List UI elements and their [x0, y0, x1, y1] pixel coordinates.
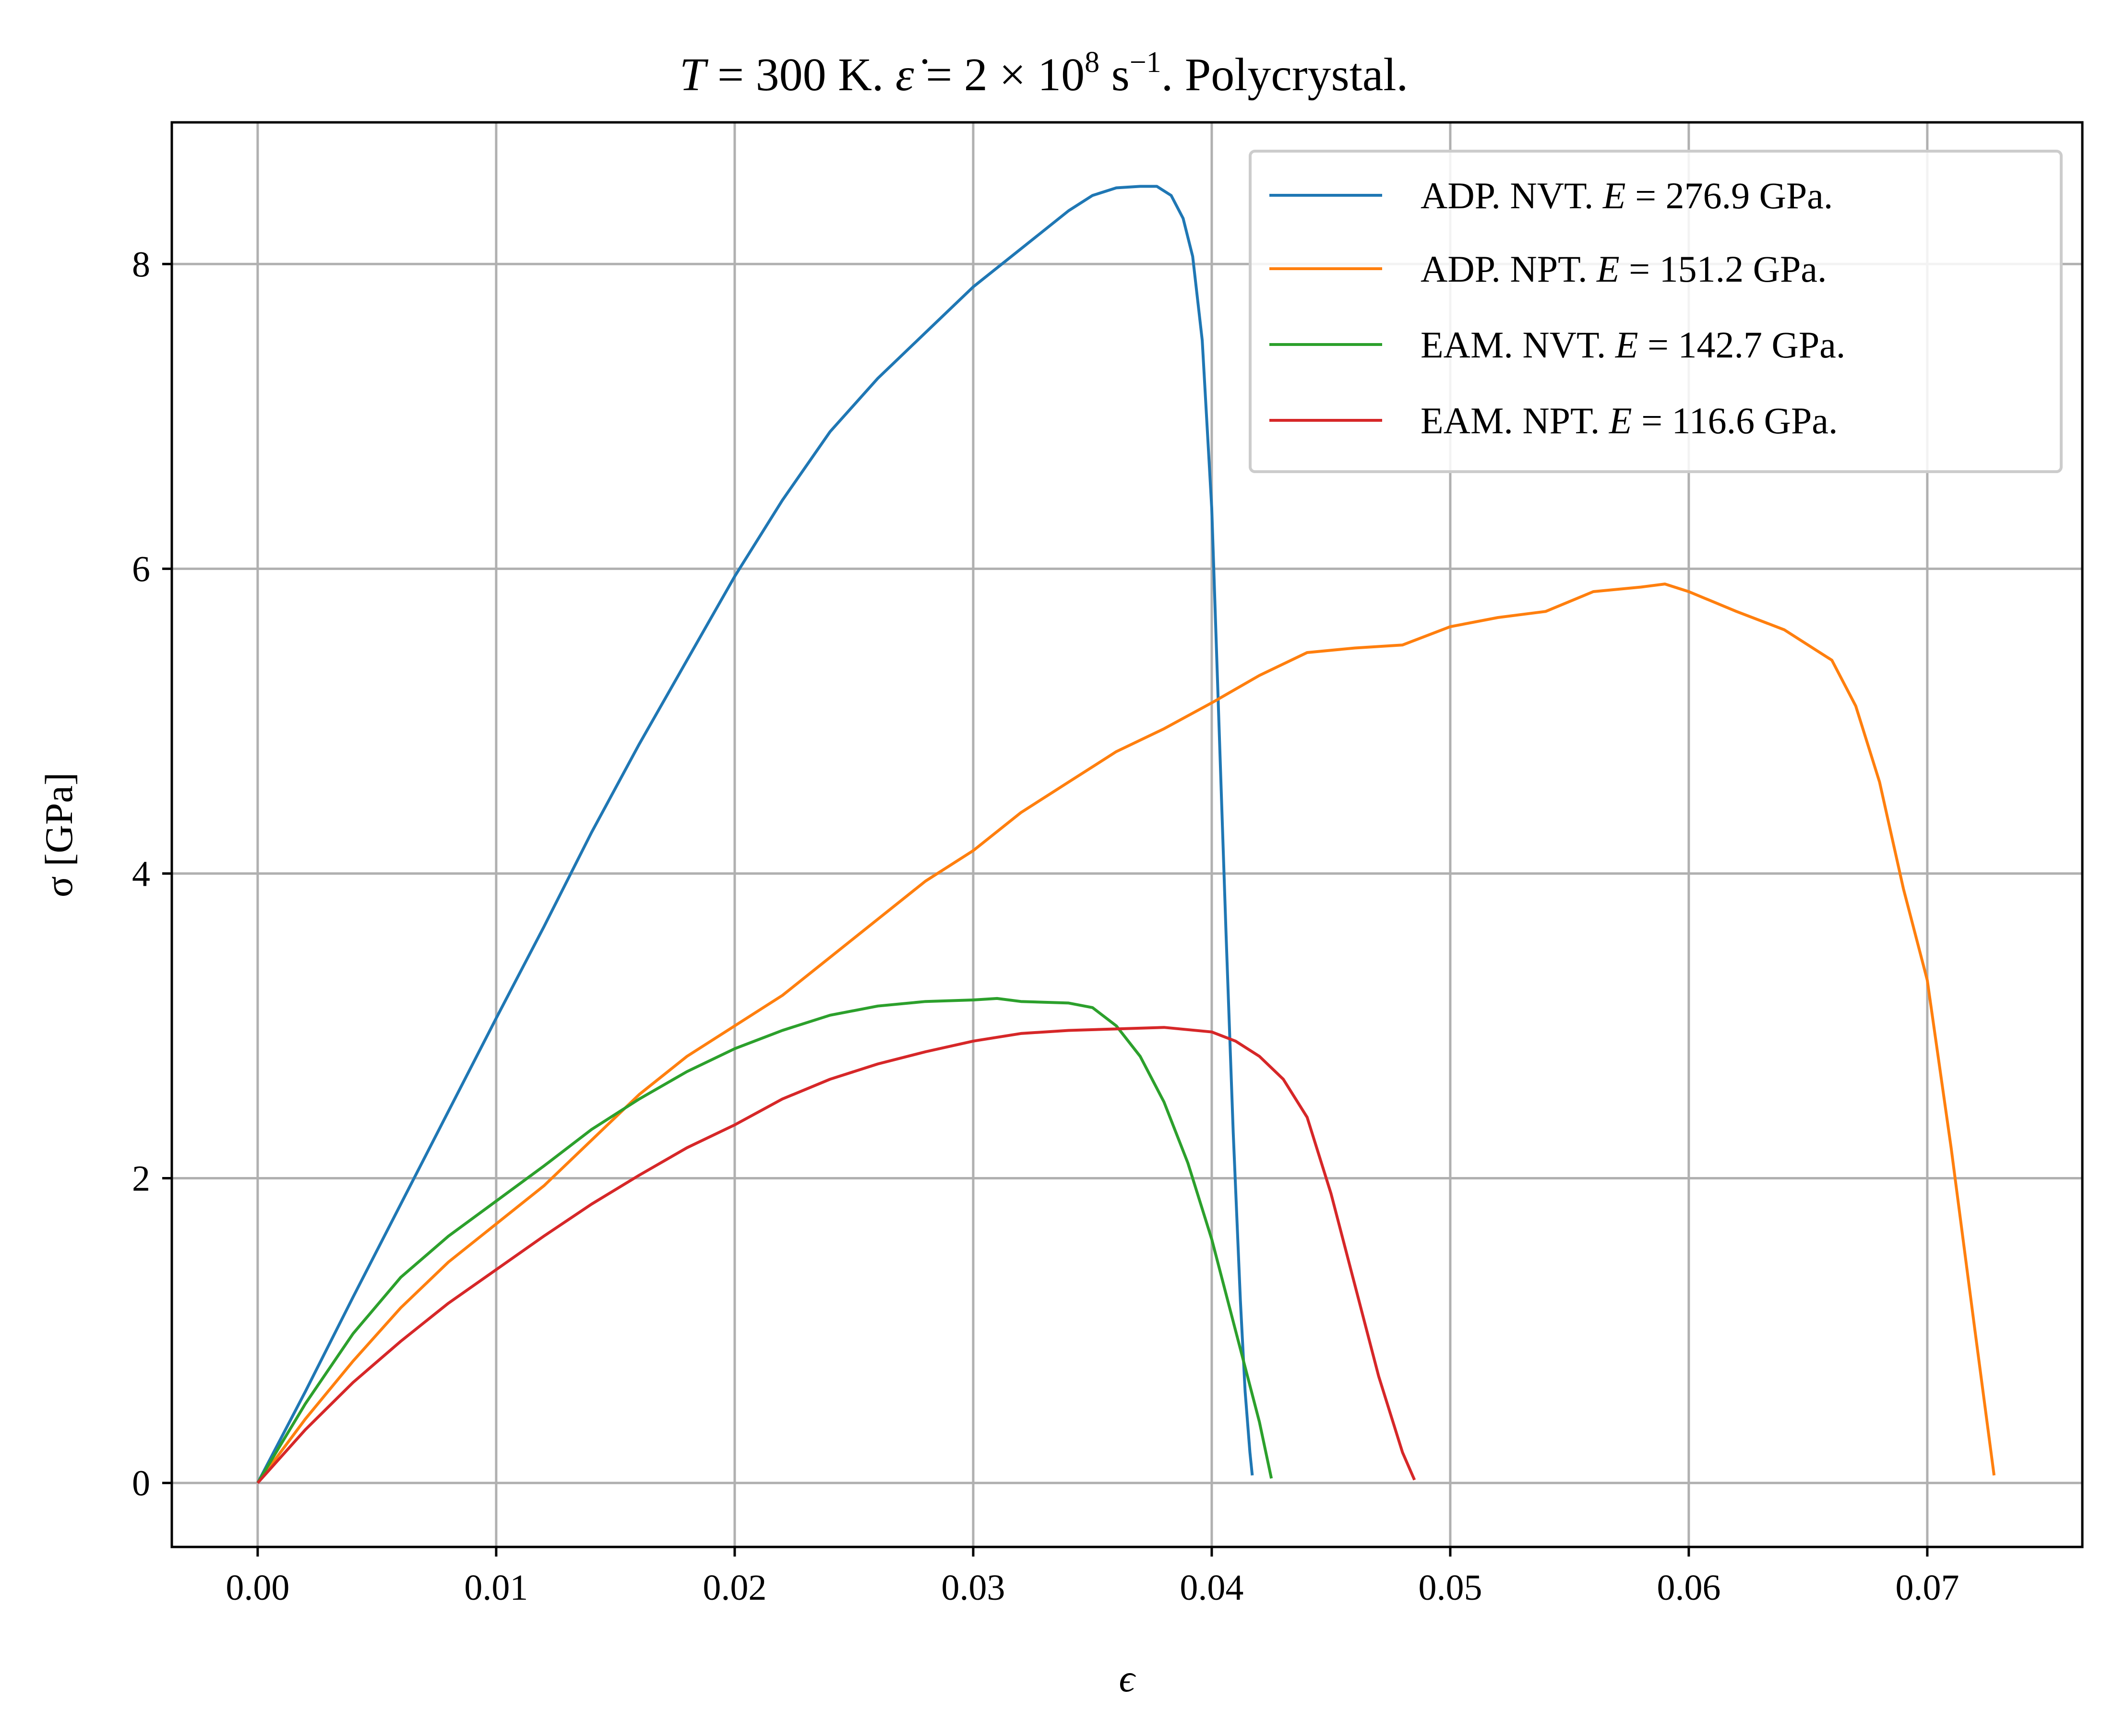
legend-label-eam-nvt: EAM. NVT. E = 142.7 GPa.	[1421, 324, 1845, 366]
x-tick-label: 0.04	[1180, 1568, 1243, 1608]
x-tick-label: 0.02	[703, 1568, 766, 1608]
y-tick-label: 0	[132, 1463, 150, 1504]
plot-frame	[170, 121, 2084, 1548]
x-tick-label: 0.06	[1657, 1568, 1720, 1608]
series-layer	[256, 185, 1996, 1484]
x-tick-label: 0.05	[1418, 1568, 1482, 1608]
y-tick-label: 4	[132, 854, 150, 894]
axis-ticks: 0.00 0.01 0.02 0.03 0.04 0.05 0.06 0.07 0 2 4 6 8	[132, 244, 1959, 1608]
x-axis-label: ϵ	[1119, 1656, 1136, 1700]
legend-label-eam-npt: EAM. NPT. E = 116.6 GPa.	[1421, 400, 1838, 441]
legend-label-adp-nvt: ADP. NVT. E = 276.9 GPa.	[1421, 175, 1833, 216]
x-tick-label: 0.01	[464, 1568, 528, 1608]
series-line-1	[256, 583, 1996, 1484]
legend-label-adp-npt: ADP. NPT. E = 151.2 GPa.	[1421, 248, 1827, 290]
y-tick-label: 8	[132, 244, 150, 285]
y-axis-label: σ [GPa]	[37, 773, 81, 898]
chart-title: T = 300 K. ε̇ = 2 × 108 s−1. Polycrystal…	[680, 46, 1408, 101]
x-tick-label: 0.07	[1895, 1568, 1959, 1608]
legend-box	[1249, 150, 2063, 473]
legend: ADP. NVT. E = 276.9 GPa. ADP. NPT. E = 1…	[1249, 150, 2063, 473]
x-tick-label: 0.00	[226, 1568, 289, 1608]
y-tick-label: 2	[132, 1159, 150, 1199]
series-line-3	[256, 1026, 1416, 1484]
series-line-2	[256, 997, 1273, 1484]
series-line-0	[256, 185, 1254, 1484]
y-tick-label: 6	[132, 549, 150, 589]
x-tick-label: 0.03	[941, 1568, 1005, 1608]
